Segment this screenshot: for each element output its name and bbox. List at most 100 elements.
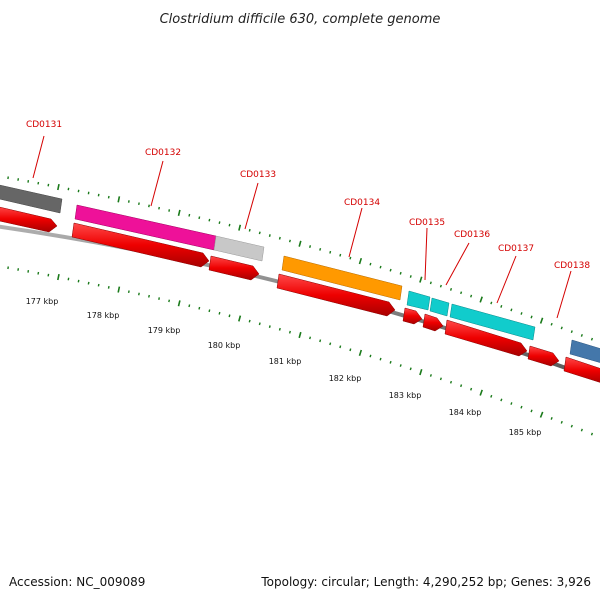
gene-cd0138-feature[interactable] bbox=[569, 339, 600, 364]
minor-tick bbox=[107, 195, 110, 199]
callout-line-cd0136 bbox=[445, 242, 470, 286]
minor-tick bbox=[580, 333, 583, 337]
major-tick bbox=[238, 315, 242, 322]
minor-tick bbox=[439, 284, 442, 288]
major-tick bbox=[238, 224, 242, 231]
cds-arrow[interactable] bbox=[563, 356, 600, 384]
cds-arrow[interactable] bbox=[0, 206, 58, 233]
minor-tick bbox=[389, 268, 392, 272]
kbp-label: 178 kbp bbox=[87, 311, 120, 320]
minor-tick bbox=[268, 325, 271, 328]
minor-tick bbox=[37, 271, 40, 275]
kbp-label: 185 kbp bbox=[509, 428, 542, 437]
cds-arrow[interactable] bbox=[422, 313, 444, 332]
minor-tick bbox=[278, 236, 281, 240]
major-tick bbox=[358, 257, 363, 265]
gene-label-cd0138[interactable]: CD0138 bbox=[554, 261, 590, 271]
minor-tick bbox=[309, 245, 312, 248]
minor-tick bbox=[188, 304, 191, 308]
gene-label-cd0132[interactable]: CD0132 bbox=[145, 148, 181, 158]
minor-tick bbox=[580, 428, 583, 432]
callout-line-cd0131 bbox=[32, 135, 45, 179]
major-tick bbox=[539, 411, 544, 418]
minor-tick bbox=[550, 322, 553, 326]
minor-tick bbox=[500, 398, 503, 402]
minor-tick bbox=[429, 374, 432, 377]
gene-label-cd0136[interactable]: CD0136 bbox=[454, 230, 490, 240]
minor-tick bbox=[67, 187, 70, 191]
minor-tick bbox=[399, 364, 402, 367]
minor-tick bbox=[258, 322, 261, 326]
kbp-label: 182 kbp bbox=[329, 374, 362, 383]
callout-line-cd0134 bbox=[348, 207, 363, 258]
minor-tick bbox=[218, 221, 221, 224]
minor-tick bbox=[490, 301, 493, 305]
cds-arrow[interactable] bbox=[276, 273, 396, 317]
minor-tick bbox=[470, 387, 473, 391]
gene-cd0136-feature[interactable] bbox=[429, 297, 450, 317]
kbp-label: 181 kbp bbox=[269, 357, 302, 366]
minor-tick bbox=[319, 248, 322, 251]
minor-tick bbox=[550, 417, 553, 420]
major-tick bbox=[117, 286, 121, 293]
minor-tick bbox=[309, 336, 312, 340]
minor-tick bbox=[37, 181, 40, 185]
cds-arrow[interactable] bbox=[444, 319, 528, 357]
minor-tick bbox=[67, 277, 70, 281]
minor-tick bbox=[449, 287, 453, 291]
kbp-label: 183 kbp bbox=[389, 391, 422, 400]
gene-label-cd0137[interactable]: CD0137 bbox=[498, 244, 534, 254]
minor-tick bbox=[138, 202, 140, 206]
kbp-label: 180 kbp bbox=[208, 341, 241, 350]
kbp-label: 184 kbp bbox=[449, 408, 482, 417]
gene-cd0134-feature[interactable] bbox=[281, 255, 403, 301]
minor-tick bbox=[228, 223, 231, 227]
major-tick bbox=[298, 331, 302, 339]
minor-tick bbox=[349, 256, 352, 260]
gene-label-cd0131[interactable]: CD0131 bbox=[26, 120, 62, 130]
minor-tick bbox=[218, 311, 221, 315]
minor-tick bbox=[77, 189, 80, 193]
callout-line-cd0132 bbox=[150, 160, 164, 207]
cds-arrow[interactable] bbox=[71, 222, 210, 268]
cds-arrow[interactable] bbox=[208, 255, 260, 281]
minor-tick bbox=[369, 262, 372, 266]
gene-label-cd0134[interactable]: CD0134 bbox=[344, 198, 380, 208]
minor-tick bbox=[319, 339, 322, 343]
cds-arrow[interactable] bbox=[402, 307, 423, 325]
gene-cd0137-feature[interactable] bbox=[449, 303, 536, 341]
minor-tick bbox=[339, 345, 342, 349]
gene-label-cd0135[interactable]: CD0135 bbox=[409, 218, 445, 228]
callout-line-cd0133 bbox=[244, 182, 259, 230]
minor-tick bbox=[379, 357, 382, 361]
minor-tick bbox=[208, 218, 211, 222]
major-tick bbox=[177, 209, 181, 216]
minor-tick bbox=[500, 304, 503, 308]
inner-tick-ring bbox=[7, 266, 594, 436]
minor-tick bbox=[77, 279, 80, 283]
minor-tick bbox=[278, 327, 281, 331]
minor-tick bbox=[188, 213, 191, 217]
major-tick bbox=[298, 240, 302, 247]
gene-cd0135-feature[interactable] bbox=[406, 290, 431, 311]
minor-tick bbox=[258, 231, 261, 235]
minor-tick bbox=[439, 377, 442, 381]
minor-tick bbox=[429, 281, 432, 285]
minor-tick bbox=[208, 309, 211, 313]
minor-tick bbox=[17, 178, 20, 181]
callout-line-cd0138 bbox=[556, 270, 572, 319]
major-tick bbox=[479, 296, 483, 303]
minor-tick bbox=[198, 216, 201, 220]
cds-arrow[interactable] bbox=[527, 345, 560, 367]
minor-tick bbox=[158, 206, 160, 210]
minor-tick bbox=[148, 294, 150, 298]
minor-tick bbox=[17, 268, 20, 271]
minor-tick bbox=[590, 432, 594, 436]
minor-tick bbox=[97, 283, 100, 287]
callout-line-cd0137 bbox=[496, 255, 517, 304]
minor-tick bbox=[449, 380, 453, 384]
gene-cd0131-feature[interactable] bbox=[0, 184, 63, 214]
gene-cd0133-feature[interactable] bbox=[213, 235, 265, 262]
cds-track bbox=[0, 206, 600, 384]
gene-label-cd0133[interactable]: CD0133 bbox=[240, 170, 276, 180]
